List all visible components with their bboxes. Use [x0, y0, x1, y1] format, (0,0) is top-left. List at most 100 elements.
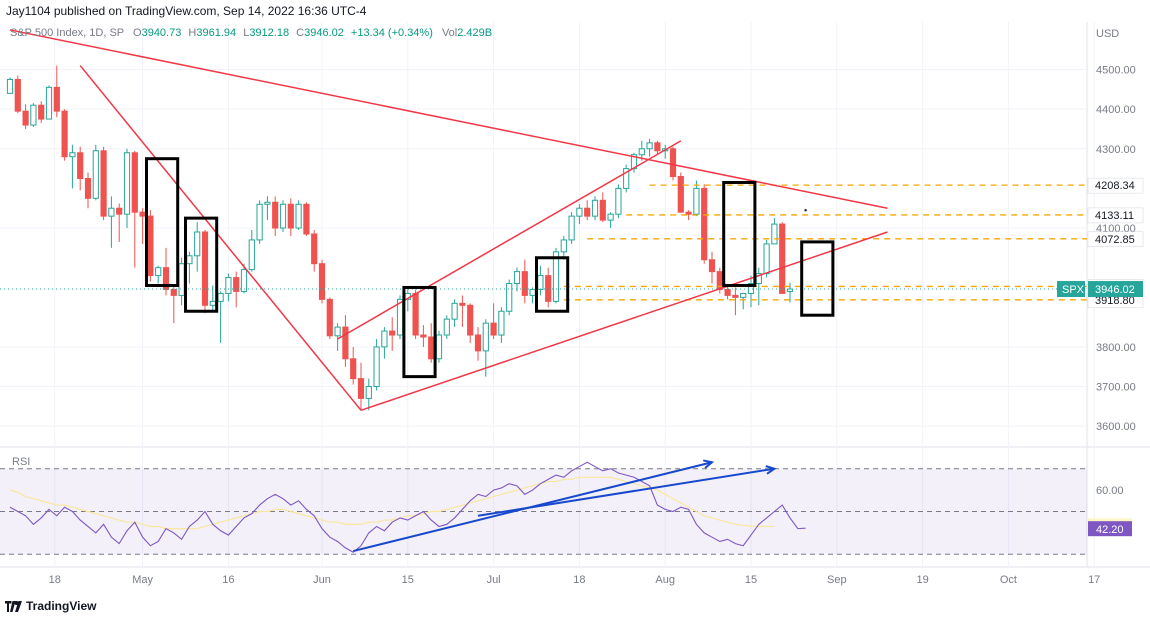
rsi-value-tag — [1088, 521, 1132, 537]
candle-up — [646, 142, 653, 150]
x-tick-label: 17 — [1088, 574, 1100, 586]
spx-symbol-tag — [1057, 281, 1085, 298]
legend-vol-value: 2.429B — [457, 27, 492, 39]
rsi-indicator — [9, 459, 806, 553]
candle-up — [537, 275, 544, 290]
candle-up — [365, 386, 372, 399]
candle-down — [77, 152, 84, 180]
legend-close-value: 3946.02 — [304, 27, 344, 39]
candle-up — [747, 283, 755, 294]
highlight-box — [722, 180, 757, 287]
candle-up — [740, 292, 747, 298]
candle-up — [513, 271, 521, 285]
y-tick-label: 3600.00 — [1096, 421, 1136, 433]
candle-down — [724, 288, 731, 296]
candle-up — [108, 207, 115, 217]
candle-down — [233, 277, 240, 292]
currency-label: USD — [1096, 28, 1119, 40]
candle-down — [53, 86, 60, 112]
red-trendline — [360, 231, 888, 412]
x-tick-label: Jul — [487, 574, 501, 586]
candle-up — [45, 86, 53, 120]
rsi-pane[interactable] — [0, 452, 1087, 565]
candle-down — [131, 152, 138, 213]
candle-down — [420, 334, 427, 338]
candle-down — [342, 326, 349, 360]
candle-down — [467, 304, 474, 336]
trendlines — [9, 29, 888, 412]
red-trendline — [79, 65, 362, 411]
candle-down — [357, 378, 365, 399]
x-tick-label: Oct — [1000, 574, 1017, 586]
publish-info: Jay1104 published on TradingView.com, Se… — [6, 4, 367, 18]
legend-low-value: 3912.18 — [249, 27, 289, 39]
candle-down — [14, 78, 21, 112]
candle-up — [763, 243, 770, 275]
tradingview-brand: TradingView — [5, 599, 96, 613]
candle-down — [303, 203, 310, 235]
candle-down — [84, 178, 92, 199]
candle-up — [771, 223, 778, 245]
candle-up — [186, 255, 193, 265]
arrow-head-icon — [702, 459, 715, 469]
candle-up — [264, 201, 271, 205]
candle-down — [459, 302, 466, 306]
level-tag-label: 4133.11 — [1095, 210, 1134, 222]
level-tag — [1087, 231, 1144, 248]
x-tick-label: 18 — [49, 574, 61, 586]
candle-down — [350, 358, 357, 380]
x-tick-label: 18 — [573, 574, 585, 586]
level-tag — [1087, 177, 1144, 194]
candle-up — [373, 346, 380, 388]
candle-down — [318, 263, 326, 300]
candle-down — [147, 215, 154, 277]
candle-up — [209, 300, 216, 306]
legend-vol-label: Vol — [442, 27, 457, 39]
red-trendline — [337, 140, 682, 340]
legend-change: +13.34 (+0.34%) — [351, 27, 433, 39]
candle-up — [194, 231, 201, 257]
candle-down — [287, 203, 294, 229]
x-tick-label: Jun — [313, 574, 331, 586]
candle-up — [123, 152, 131, 215]
price-pane[interactable] — [0, 22, 1087, 442]
candle-up — [295, 203, 302, 229]
candle-up — [240, 269, 248, 292]
candle-down — [732, 294, 739, 298]
y-tick-label: 4400.00 — [1096, 104, 1136, 116]
candle-down — [272, 201, 279, 229]
legend-row: S&P 500 Index, 1D, SP O3940.73 H3961.94 … — [10, 27, 492, 39]
highlight-boxes — [145, 157, 835, 379]
rsi-ma-line — [9, 476, 775, 530]
candle-down — [201, 231, 209, 306]
candle-up — [552, 251, 560, 302]
y-tick-label: 3800.00 — [1096, 342, 1136, 354]
candle-up — [506, 283, 513, 312]
candle-down — [521, 271, 528, 296]
candle-down — [779, 223, 786, 294]
candle-down — [428, 336, 435, 360]
highlight-box — [535, 256, 570, 313]
candle-down — [677, 176, 684, 213]
candle-down — [654, 142, 661, 152]
candle-down — [412, 292, 419, 336]
candle-up — [92, 150, 99, 199]
candle-up — [334, 326, 341, 337]
price-axis[interactable]: 4500.004400.004300.004100.003800.003700.… — [1096, 65, 1136, 498]
candle-down — [61, 110, 68, 158]
candle-up — [248, 239, 255, 271]
candle-up — [435, 334, 443, 360]
candle-down — [100, 150, 107, 217]
highlight-box — [184, 216, 219, 313]
candle-up — [560, 239, 567, 253]
x-tick-label: 19 — [916, 574, 928, 586]
level-tag-label: 4208.34 — [1095, 180, 1135, 192]
time-axis[interactable]: 18May16Jun15Jul18Aug15Sep19Oct17Nov — [49, 574, 1150, 586]
candle-up — [256, 203, 263, 241]
x-tick-label: 15 — [745, 574, 757, 586]
candle-up — [69, 152, 76, 158]
legend-high-value: 3961.94 — [196, 27, 236, 39]
candle-up — [443, 318, 450, 336]
